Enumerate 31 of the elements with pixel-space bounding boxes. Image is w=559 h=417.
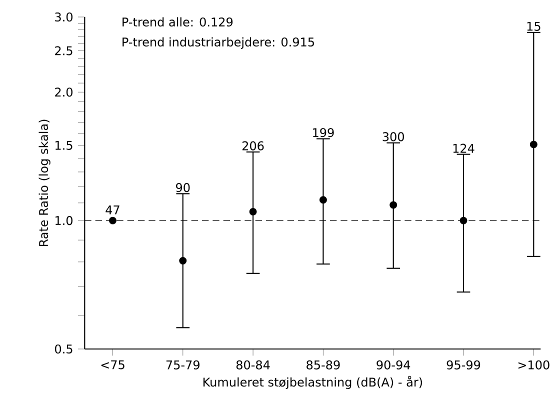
annotation: P-trend alle: 0.129 xyxy=(122,17,233,27)
y-axis-title: Rate Ratio (log skala) xyxy=(38,120,50,246)
y-tick-label: 1.5 xyxy=(56,140,72,150)
x-tick-label: 90-94 xyxy=(376,360,410,370)
x-tick-label: 85-89 xyxy=(306,360,340,370)
x-tick-label: >100 xyxy=(518,360,550,370)
annotation: 124 xyxy=(453,144,474,153)
x-tick-label: <75 xyxy=(101,360,124,370)
annotation: 206 xyxy=(242,141,264,150)
point xyxy=(319,196,327,204)
annotation: 199 xyxy=(313,128,334,138)
x-axis-title: Kumuleret støjbelastning (dB(A) - år) xyxy=(203,376,422,389)
y-tick-label: 3.0 xyxy=(55,12,72,22)
point xyxy=(249,208,257,216)
x-tick-label: 75-79 xyxy=(166,360,200,370)
y-tick-label: 0.5 xyxy=(55,344,72,354)
y-tick-label: 1.0 xyxy=(56,216,72,226)
annotation: P-trend industriarbejdere: 0.915 xyxy=(122,37,314,49)
x-tick-label: 80-84 xyxy=(236,360,270,370)
y-tick-label: 2.0 xyxy=(55,88,72,97)
point xyxy=(460,216,468,224)
point xyxy=(108,216,116,224)
annotation: 15 xyxy=(527,22,540,31)
point xyxy=(530,140,538,148)
x-tick-label: 95-99 xyxy=(446,360,480,370)
y-tick-label: 2.5 xyxy=(55,46,72,56)
point xyxy=(179,257,187,264)
annotation: 300 xyxy=(382,132,404,142)
annotation: 47 xyxy=(106,206,120,214)
point xyxy=(390,201,398,209)
annotation: 90 xyxy=(176,183,190,192)
